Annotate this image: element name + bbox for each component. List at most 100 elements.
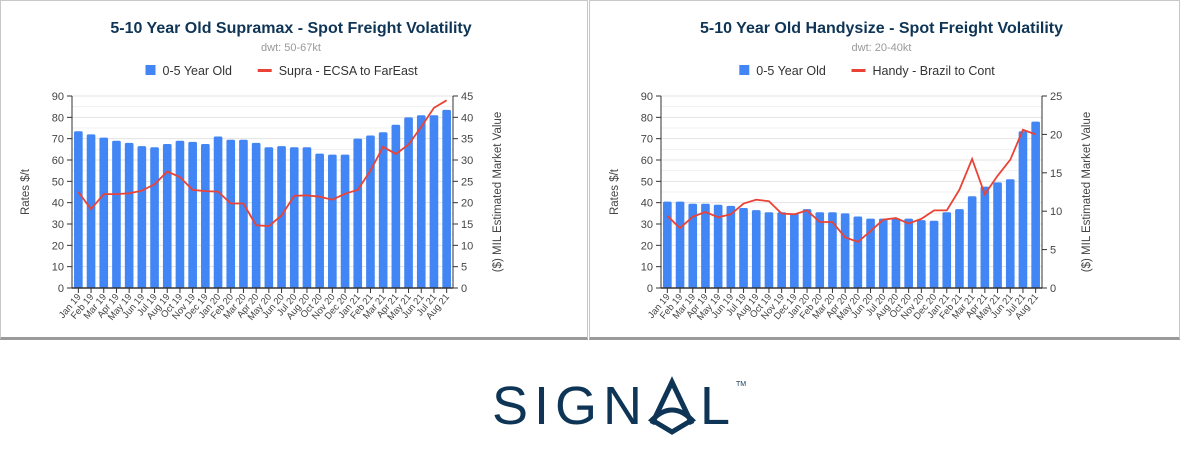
y-tick-label: 60 [52, 155, 64, 167]
bar-jan-21 [942, 212, 952, 288]
y2-tick-label: 5 [461, 262, 467, 274]
bar-mar-19 [99, 137, 109, 288]
bar-aug-19 [751, 210, 761, 288]
bar-mar-20 [828, 212, 837, 288]
bar-may-19 [713, 204, 723, 288]
bar-aug-21 [442, 109, 451, 288]
logo-trademark: TM [736, 381, 746, 388]
bar-mar-20 [239, 139, 248, 288]
y-tick-label: 10 [641, 262, 653, 274]
bar-jun-20 [866, 218, 875, 288]
legend-line-label: Supra - ECSA to FarEast [279, 64, 418, 78]
y-tick-label: 40 [52, 198, 64, 210]
y2-tick-label: 35 [461, 134, 473, 146]
bar-jul-19 [150, 147, 159, 288]
y2-tick-label: 20 [461, 198, 473, 210]
bar-feb-21 [955, 209, 964, 288]
y-tick-label: 60 [641, 155, 653, 167]
supramax-chart-panel: 5-10 Year Old Supramax - Spot Freight Vo… [0, 0, 588, 340]
bar-nov-20 [328, 154, 337, 288]
y2-tick-label: 10 [461, 240, 473, 252]
chart-title: 5-10 Year Old Supramax - Spot Freight Vo… [110, 20, 471, 37]
bar-oct-19 [175, 140, 185, 288]
bar-oct-20 [315, 153, 324, 288]
y-tick-label: 0 [58, 283, 64, 295]
signal-logo: SIGN L TM [492, 372, 752, 441]
y2-tick-label: 15 [1050, 168, 1062, 180]
y-tick-label: 0 [647, 283, 653, 295]
bar-dec-19 [201, 144, 210, 288]
y-tick-label: 70 [52, 134, 64, 146]
bar-aug-20 [891, 218, 901, 288]
logo-text-sign: SIGN [492, 376, 648, 436]
y2-tick-label: 5 [1050, 245, 1056, 257]
y-tick-label: 70 [641, 134, 653, 146]
legend: 0-5 Year Old Handy - Brazil to Cont [739, 64, 995, 78]
bar-jan-21 [353, 138, 363, 288]
bar-apr-19 [701, 203, 710, 288]
y-tick-label: 10 [52, 262, 64, 274]
bar-apr-20 [840, 213, 850, 288]
bar-feb-19 [86, 134, 96, 288]
y-tick-label: 50 [52, 176, 64, 188]
bar-dec-20 [929, 220, 939, 288]
bar-may-21 [404, 117, 413, 288]
bar-apr-21 [391, 124, 401, 288]
bar-mar-21 [378, 132, 388, 288]
y-tick-label: 90 [641, 91, 653, 103]
bar-mar-21 [967, 196, 977, 288]
bar-jun-21 [416, 115, 426, 288]
bar-feb-19 [675, 201, 685, 288]
y2-tick-label: 25 [1050, 91, 1062, 103]
bar-nov-19 [777, 212, 786, 288]
legend-bar-label: 0-5 Year Old [163, 64, 233, 78]
legend-line-swatch [257, 69, 272, 72]
y2-tick-label: 45 [461, 91, 473, 103]
chart-subtitle: dwt: 50-67kt [261, 42, 321, 54]
bar-oct-19 [764, 212, 774, 288]
bar-may-20 [264, 147, 274, 288]
bar-jan-20 [213, 136, 223, 288]
handysize-chart-panel: 5-10 Year Old Handysize - Spot Freight V… [589, 0, 1180, 340]
y2-axis-label: ($) MIL Estimated Market Value [492, 112, 504, 272]
y-axis-label: Rates $/t [20, 168, 32, 215]
y2-tick-label: 40 [461, 112, 473, 124]
supramax-chart: 5-10 Year Old Supramax - Spot Freight Vo… [20, 20, 504, 323]
bar-jan-20 [802, 209, 812, 288]
y2-tick-label: 10 [1050, 206, 1062, 218]
bar-jun-19 [137, 146, 147, 288]
y2-tick-label: 30 [461, 155, 473, 167]
bar-feb-21 [366, 135, 375, 288]
y-tick-label: 20 [52, 240, 64, 252]
legend-bar-swatch [739, 65, 750, 75]
legend-line-swatch [851, 69, 866, 72]
legend-bar-swatch [145, 65, 156, 75]
y-tick-label: 40 [641, 198, 653, 210]
y-tick-label: 50 [641, 176, 653, 188]
bar-feb-20 [226, 139, 236, 288]
bar-jul-19 [739, 208, 748, 288]
line-series [666, 128, 1036, 243]
bar-may-20 [853, 216, 863, 288]
legend-line-label: Handy - Brazil to Cont [873, 64, 996, 78]
y2-tick-label: 0 [461, 283, 467, 295]
bar-dec-19 [790, 213, 799, 288]
bar-jun-19 [726, 205, 736, 288]
y2-tick-label: 15 [461, 219, 473, 231]
bar-aug-19 [162, 144, 172, 288]
chart-subtitle: dwt: 20-40kt [852, 42, 912, 54]
y-tick-label: 90 [52, 91, 64, 103]
y-axis-label: Rates $/t [609, 168, 621, 215]
bar-jun-20 [277, 146, 286, 288]
y-tick-label: 80 [52, 112, 64, 124]
bar-aug-20 [302, 147, 312, 288]
y-tick-label: 30 [52, 219, 64, 231]
bar-dec-20 [340, 154, 350, 288]
line-series [77, 99, 448, 228]
bar-jul-20 [878, 218, 888, 288]
bar-jan-19 [663, 201, 672, 288]
bar-apr-20 [251, 142, 261, 288]
y2-tick-label: 0 [1050, 283, 1056, 295]
bar-jan-19 [74, 131, 83, 288]
bar-may-21 [993, 182, 1002, 288]
